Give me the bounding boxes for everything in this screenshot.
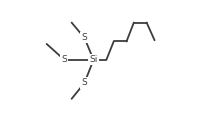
Text: S: S bbox=[81, 33, 87, 42]
Text: S: S bbox=[81, 78, 87, 87]
Text: Si: Si bbox=[89, 55, 97, 64]
Text: S: S bbox=[61, 55, 67, 64]
